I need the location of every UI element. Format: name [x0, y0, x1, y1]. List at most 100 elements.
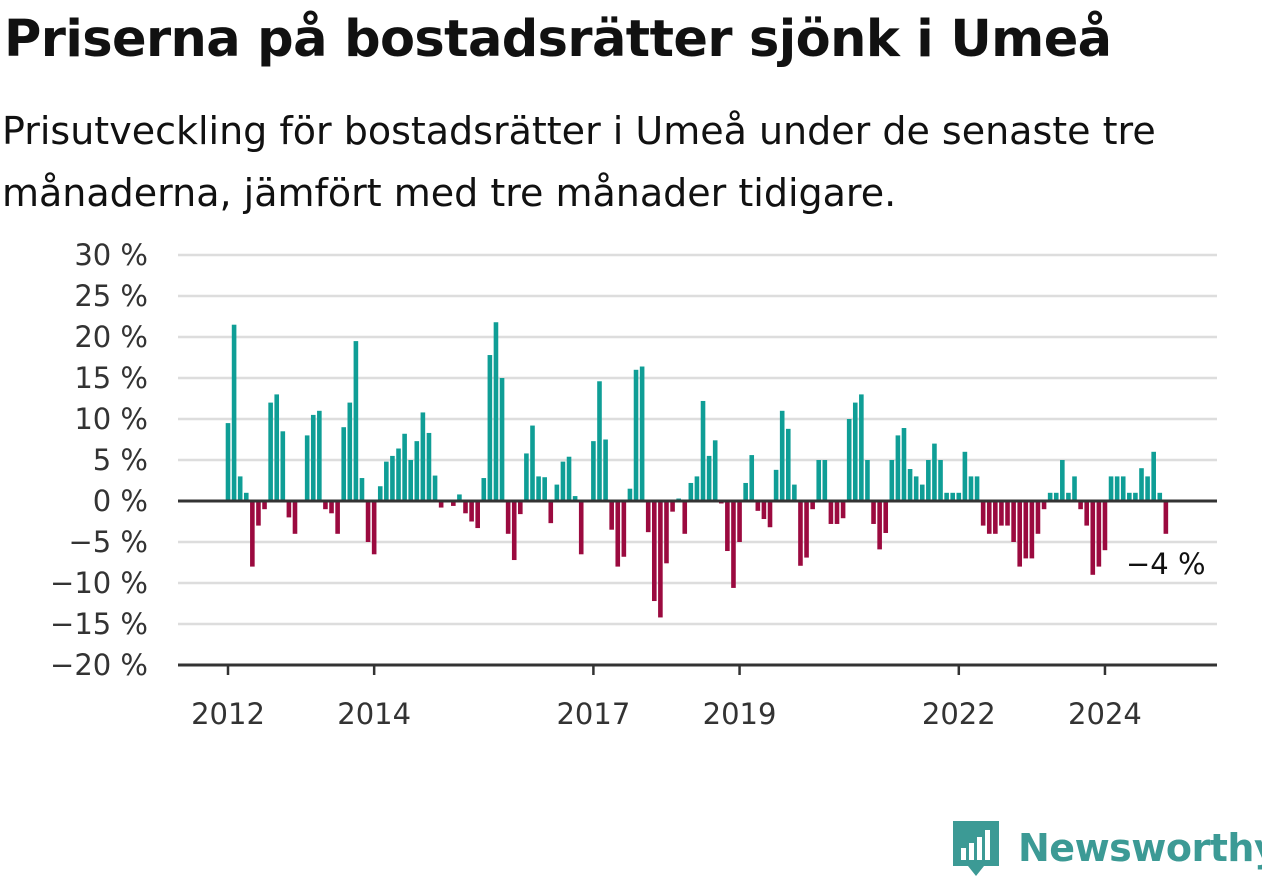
bar [700, 400, 706, 501]
chart-title: Priserna på bostadsrätter sjönk i Umeå [4, 10, 1112, 69]
bar [597, 381, 602, 501]
bar [633, 369, 639, 501]
bar [317, 410, 322, 501]
bar [956, 492, 962, 501]
y-tick-label: −20 % [50, 648, 148, 682]
x-tick-label: 2019 [703, 697, 777, 731]
bar [250, 501, 255, 567]
bar [371, 501, 377, 555]
bar [505, 501, 511, 534]
bar [1017, 501, 1022, 567]
bar [578, 501, 584, 555]
y-tick-label: 15 % [74, 361, 148, 395]
bar [365, 501, 371, 542]
bar [237, 476, 243, 501]
bar [560, 461, 566, 501]
bar [1163, 501, 1169, 534]
bar [986, 501, 992, 534]
bar [463, 501, 468, 514]
bar [414, 441, 420, 501]
bar [1084, 501, 1089, 526]
y-tick-label: 5 % [93, 443, 148, 477]
bar [390, 455, 395, 501]
bar [810, 501, 815, 510]
bar [347, 402, 353, 501]
x-tick-label: 2022 [922, 697, 996, 731]
bar [609, 501, 614, 530]
bar [475, 501, 480, 529]
bar [377, 486, 383, 501]
bar [1114, 476, 1120, 501]
bar [1041, 501, 1047, 510]
bars [225, 322, 1169, 618]
bar [542, 477, 547, 501]
bar [658, 501, 663, 618]
bar [974, 476, 980, 501]
bar [1145, 476, 1150, 501]
bar [1102, 501, 1108, 551]
bar [761, 501, 767, 520]
bar [243, 492, 249, 501]
bar [359, 478, 365, 501]
bar [664, 501, 669, 564]
bar [566, 456, 572, 501]
bar [451, 501, 456, 506]
bar [645, 501, 651, 533]
bar [670, 501, 675, 512]
bar [1011, 501, 1016, 542]
bar [877, 501, 882, 550]
bar [457, 494, 462, 501]
bar [536, 476, 541, 501]
bar [469, 501, 474, 522]
bar [384, 461, 389, 501]
bar [408, 460, 413, 501]
bar [286, 501, 292, 518]
bar [1047, 492, 1053, 501]
bar [639, 366, 645, 501]
y-tick-label: 30 % [74, 238, 148, 272]
bar [932, 443, 937, 501]
bar [1035, 501, 1041, 534]
bar [627, 488, 633, 501]
bar [481, 478, 487, 501]
bar [828, 501, 834, 524]
bar [621, 501, 627, 557]
bar [798, 501, 803, 566]
bar [487, 355, 493, 501]
bar [792, 484, 797, 501]
bar [1108, 476, 1114, 501]
y-tick-label: −15 % [50, 607, 148, 641]
bar [962, 451, 968, 501]
bar [1139, 468, 1144, 501]
bar [615, 501, 621, 567]
bar [292, 501, 298, 534]
bar [712, 440, 718, 501]
bar [816, 460, 822, 501]
y-axis-ticks: 30 % 25 % 20 % 15 % 10 % 5 % 0 % −5 % −10 % −15 %… [50, 238, 148, 682]
bar [682, 501, 688, 534]
bar [993, 501, 998, 534]
bar [1157, 492, 1163, 501]
bar [706, 455, 712, 501]
y-tick-label: 20 % [74, 320, 148, 354]
bar [329, 501, 334, 514]
bar [274, 394, 280, 501]
bar [1066, 492, 1071, 501]
bar [840, 501, 846, 519]
bar [438, 501, 444, 508]
bar [743, 482, 748, 501]
y-tick-label: −10 % [50, 566, 148, 600]
bar [353, 341, 359, 501]
y-tick-label: 10 % [74, 402, 148, 436]
bar [1120, 476, 1126, 501]
bar [767, 501, 773, 528]
bar [493, 322, 499, 501]
bar [1127, 492, 1132, 501]
bar [883, 501, 889, 533]
bar [968, 476, 974, 501]
bar [554, 484, 560, 501]
y-tick-label: −5 % [68, 525, 148, 559]
bar [901, 428, 907, 501]
bar [822, 460, 828, 501]
